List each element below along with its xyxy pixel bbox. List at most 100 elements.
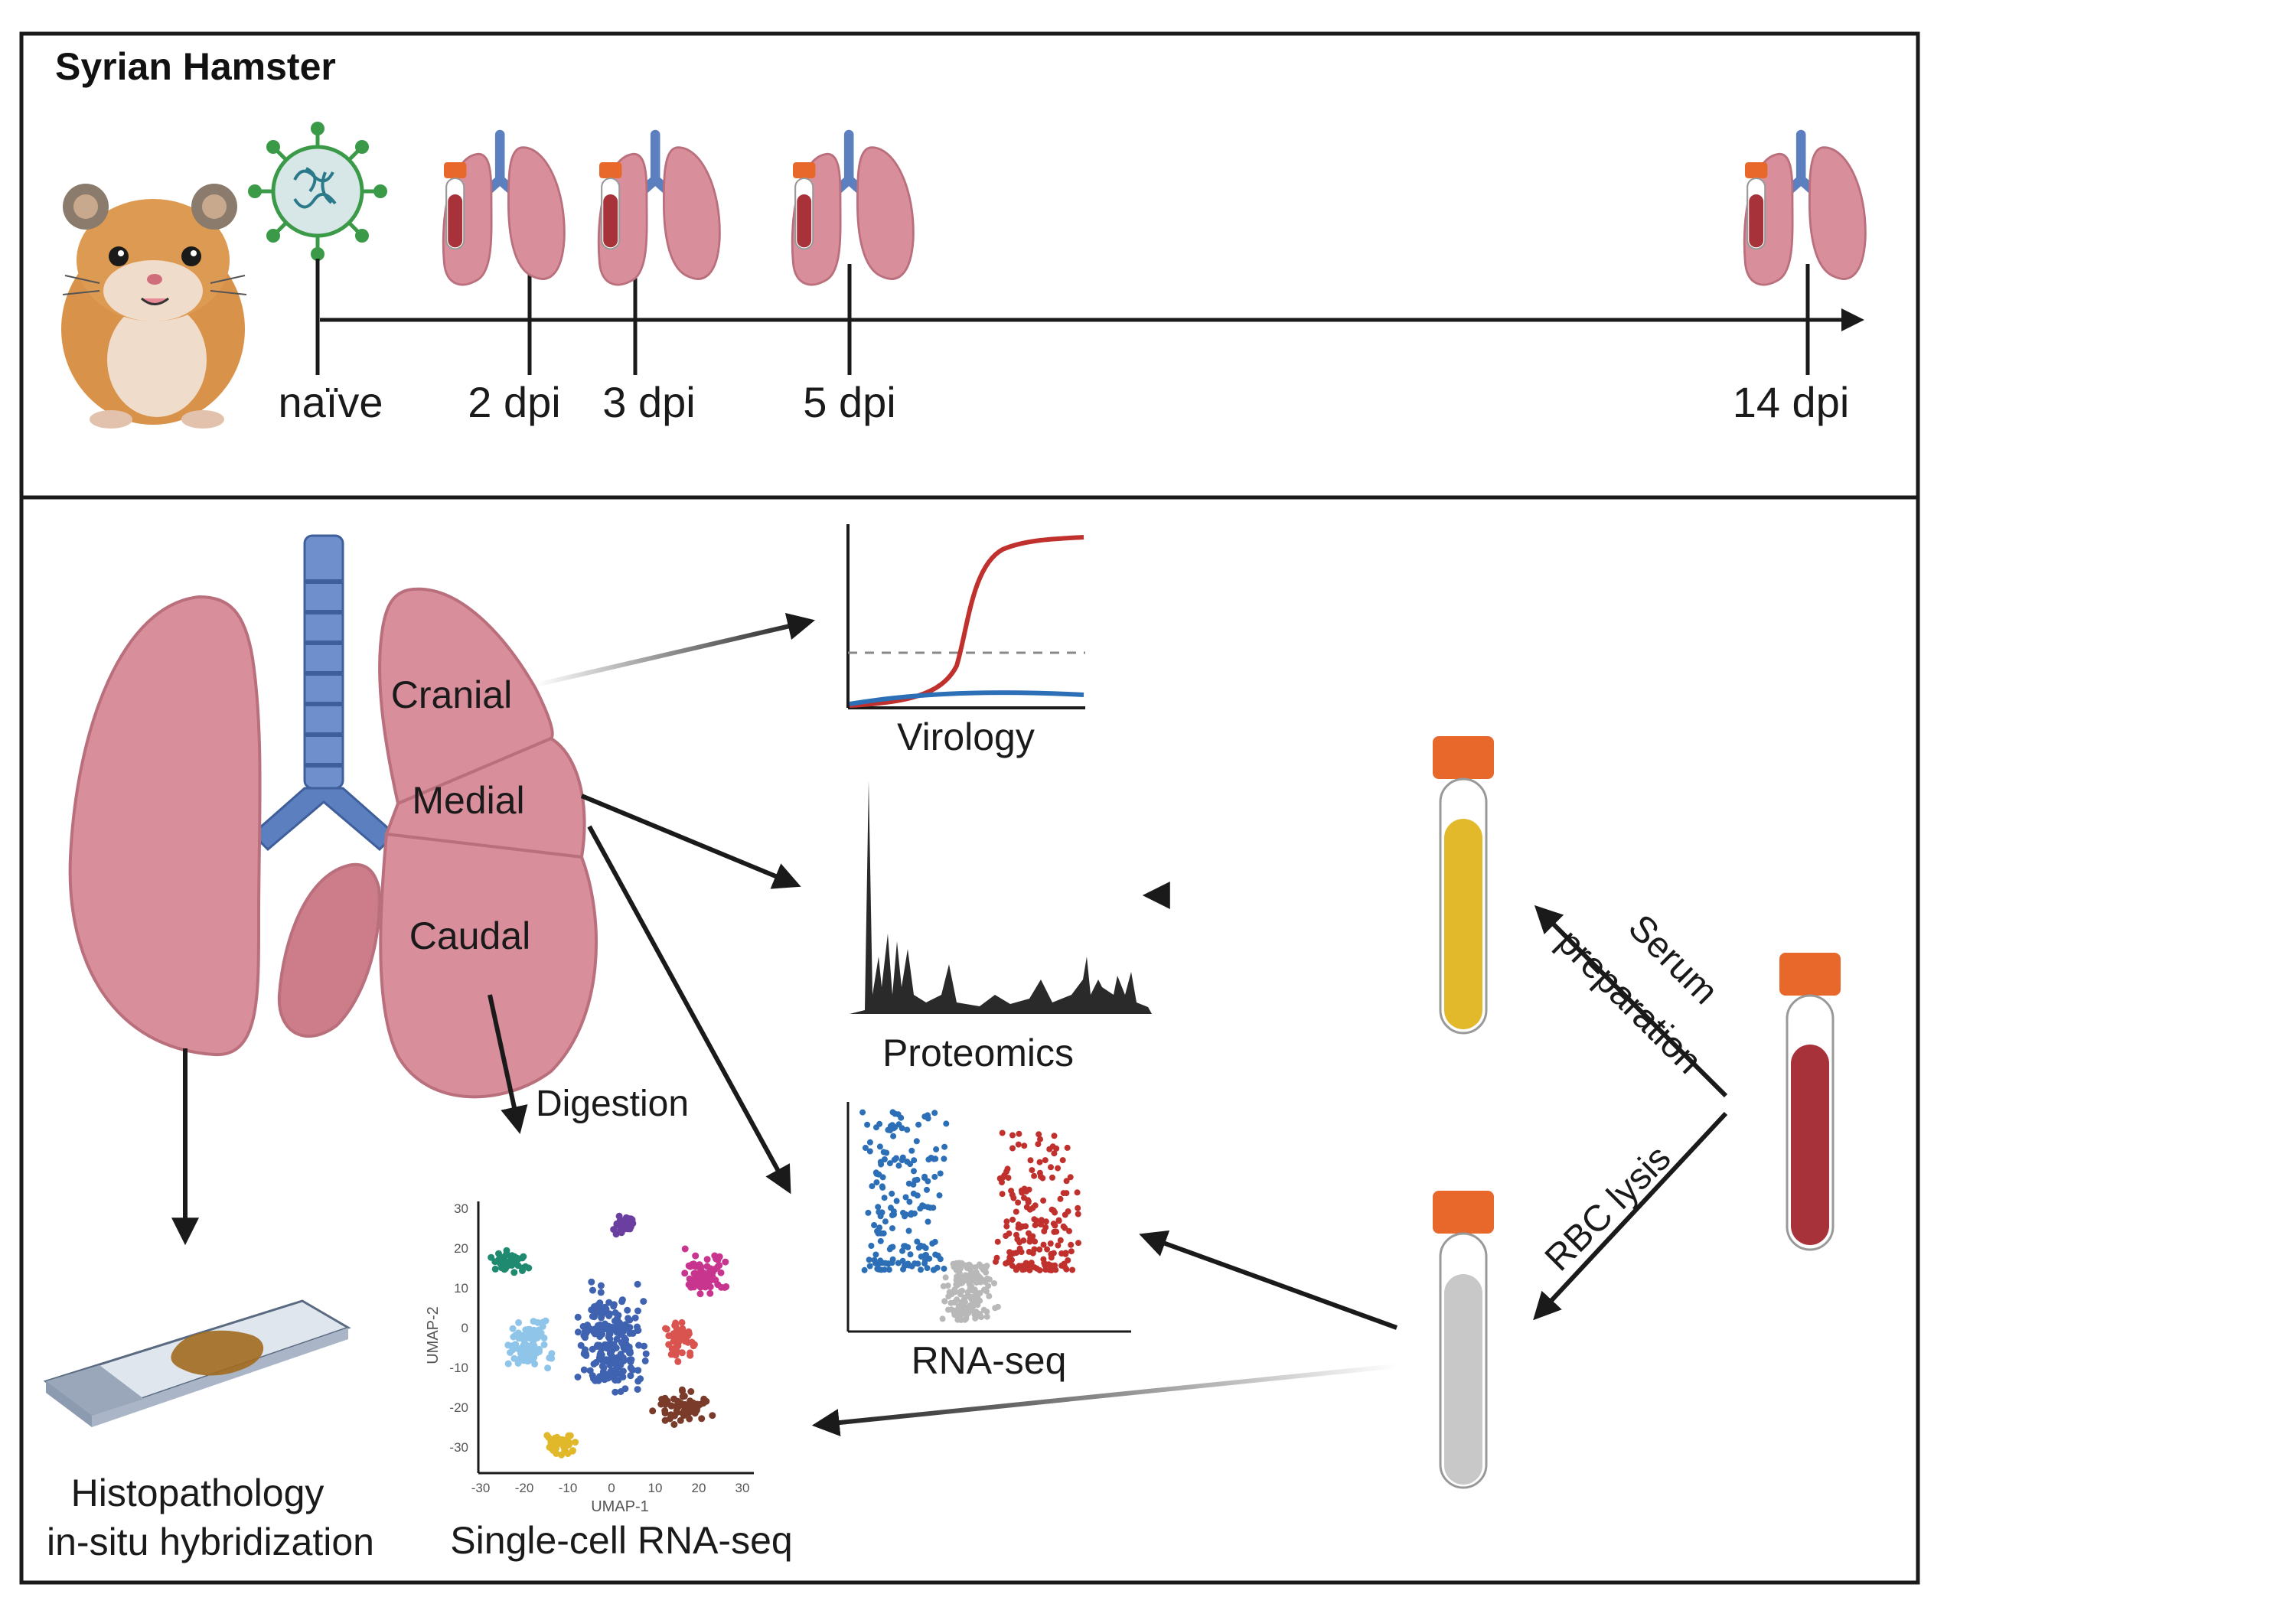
scatter-dot (862, 1145, 869, 1151)
scatter-dot (613, 1370, 621, 1377)
scatter-dot (704, 1281, 712, 1289)
scatter-dot (899, 1247, 905, 1254)
scatter-dot (565, 1440, 572, 1447)
scatter-dot (703, 1273, 710, 1281)
scatter-dot (625, 1315, 632, 1322)
scatter-dot (868, 1243, 875, 1249)
scatter-dot (929, 1240, 936, 1247)
umap-ylabel: UMAP-2 (425, 1306, 442, 1364)
scatter-dot (1059, 1157, 1066, 1164)
scatter-dot (590, 1313, 598, 1321)
scatter-dot (617, 1361, 625, 1368)
scatter-dot (696, 1283, 704, 1291)
scatter-dot (598, 1351, 605, 1358)
scatter-dot (1062, 1211, 1068, 1218)
scatter-dot (678, 1349, 686, 1357)
scatter-dot (1066, 1227, 1072, 1234)
scatter-dot (670, 1412, 678, 1420)
sample-icon-3dpi (598, 135, 719, 285)
scatter-dot (605, 1312, 613, 1319)
scatter-dot (709, 1412, 716, 1420)
scatter-dot (921, 1173, 928, 1180)
scatter-dot (523, 1354, 530, 1362)
scatter-dot (911, 1157, 918, 1164)
scatter-dot (1026, 1230, 1032, 1237)
scatter-dot (939, 1315, 946, 1322)
scatter-dot (1031, 1216, 1038, 1223)
scatter-dot (685, 1330, 693, 1338)
scatter-dot (711, 1252, 719, 1260)
scatter-dot (530, 1342, 538, 1350)
scatter-dot (589, 1345, 596, 1353)
scatter-dot (1031, 1172, 1038, 1179)
scatter-dot (721, 1283, 729, 1291)
scatter-dot (712, 1276, 719, 1284)
scatter-dot (952, 1265, 959, 1272)
scatter-dot (530, 1348, 538, 1356)
scatter-dot (618, 1229, 625, 1237)
umap-ytick: -20 (449, 1400, 468, 1415)
scatter-dot (1069, 1266, 1076, 1273)
rnaseq-label: RNA-seq (912, 1339, 1067, 1382)
umap-ytick: -10 (449, 1361, 468, 1375)
scatter-dot (637, 1375, 644, 1383)
scatter-dot (598, 1314, 605, 1322)
scatter-dot (962, 1299, 968, 1305)
scatter-dot (1042, 1224, 1049, 1231)
scatter-dot (531, 1360, 539, 1367)
scatter-dot (951, 1288, 958, 1295)
scatter-dot (553, 1449, 560, 1457)
scatter-dot (624, 1306, 631, 1314)
scatter-dot (994, 1238, 1001, 1245)
scatter-dot (534, 1319, 542, 1326)
scatter-dot (1049, 1174, 1055, 1181)
scatter-dot (889, 1212, 895, 1218)
umap-xtick: -20 (515, 1481, 534, 1495)
scatter-dot (866, 1148, 873, 1155)
scatter-dot (1005, 1258, 1012, 1265)
scatter-dot (677, 1416, 684, 1424)
scatter-dot (619, 1223, 627, 1231)
scatter-dot (1016, 1245, 1023, 1252)
scatter-dot (692, 1252, 700, 1260)
scatter-dot (681, 1270, 689, 1277)
scatter-dot (577, 1341, 585, 1349)
scatter-dot (973, 1309, 980, 1315)
arrow-to-proteomics (580, 794, 801, 889)
scatter-dot (687, 1351, 694, 1359)
scatter-dot (627, 1372, 634, 1380)
scatter-dot (913, 1138, 920, 1145)
scatter-dot (1048, 1267, 1055, 1273)
scatter-dot (915, 1244, 922, 1251)
scatter-dot (1042, 1218, 1049, 1225)
scatter-dot (696, 1261, 703, 1269)
scatter-dot (544, 1364, 552, 1372)
scatter-dot (911, 1168, 917, 1175)
scatter-dot (961, 1316, 968, 1323)
scatter-dot (941, 1143, 948, 1150)
scatter-dot (1074, 1189, 1081, 1196)
sample-icon-5dpi (792, 135, 913, 285)
scatter-dot (519, 1267, 526, 1274)
scatter-dot (539, 1323, 546, 1330)
arrow-to-rnaseq (587, 825, 791, 1195)
scatter-dot (1055, 1165, 1062, 1172)
scatter-dot (613, 1335, 621, 1343)
scatter-dot (985, 1283, 992, 1289)
scatter-dot (1009, 1216, 1016, 1223)
scatter-dot (921, 1260, 928, 1266)
scatter-dot (606, 1328, 614, 1336)
scatter-dot (675, 1338, 683, 1345)
scatter-dot (627, 1358, 634, 1366)
lobe-label-medial: Medial (412, 779, 524, 822)
scatter-dot (1031, 1246, 1038, 1253)
lung-illustration (68, 534, 598, 1099)
scatter-dot (515, 1335, 523, 1342)
scatter-dot (634, 1367, 642, 1374)
scatter-dot (895, 1162, 902, 1169)
scatter-dot (1067, 1174, 1074, 1181)
scatter-dot (866, 1139, 873, 1146)
scatter-dot (872, 1260, 879, 1266)
scatter-dot (548, 1354, 556, 1362)
scatter-dot (983, 1313, 990, 1320)
